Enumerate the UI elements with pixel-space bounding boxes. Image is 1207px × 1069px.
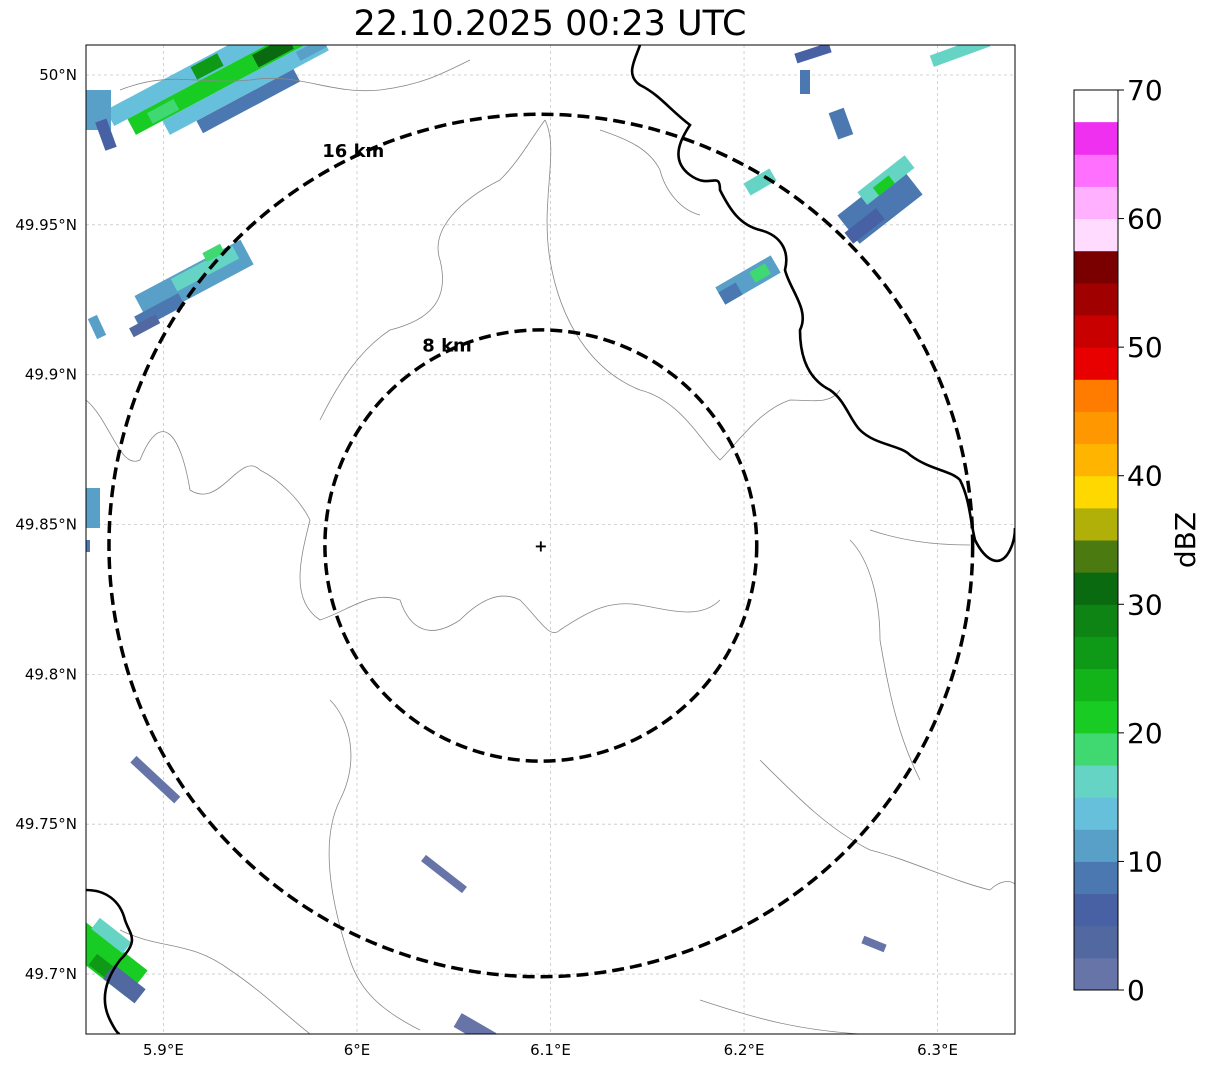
colorbar-segment [1074,315,1118,348]
colorbar-segment [1074,861,1118,895]
colorbar-tick-label: 60 [1127,203,1163,236]
colorbar-segment [1074,572,1118,605]
echo-cluster-east [715,255,781,305]
colorbar-segment [1074,765,1118,798]
radar-echoes [86,45,991,1034]
colorbar-unit-label: dBZ [1169,512,1202,568]
colorbar-tick-label: 10 [1127,845,1163,878]
colorbar-tick-label: 40 [1127,460,1163,493]
radar-center-marker: + [534,536,547,555]
echo-cluster-northeast [837,155,923,244]
lat-tick-label: 49.75°N [15,815,77,833]
colorbar-segment [1074,732,1118,766]
range-ring-label: 16 km [322,141,384,162]
colorbar-segment [1074,829,1118,862]
dbz-colorbar: 0 10 20 30 40 50 60 70 dBZ [1073,74,1202,1007]
echo-cluster-southwest [86,917,148,1004]
lon-tick-label: 6.1°E [530,1041,571,1059]
colorbar-tick-label: 30 [1127,588,1163,621]
colorbar-tick-label: 20 [1127,717,1163,750]
map-frame [85,44,1016,1035]
colorbar-segment [1074,154,1118,187]
colorbar-tick-label: 0 [1127,974,1145,1007]
colorbar-segment [1074,925,1118,959]
colorbar-frame [1073,89,1119,991]
echo-cluster-northwest [105,45,353,135]
lat-tick-label: 49.8°N [25,665,77,683]
range-rings: 8 km 16 km + [107,112,975,979]
lon-tick-label: 6.3°E [917,1041,958,1059]
graticule [86,45,1015,1034]
colorbar-segment [1074,347,1118,380]
range-ring-8km [323,328,759,763]
colorbar-tick-label: 70 [1127,74,1163,107]
colorbar-segment [1074,700,1118,734]
lat-tick-label: 49.85°N [15,516,77,534]
range-ring-16km [107,112,975,979]
colorbar-segment [1074,893,1118,927]
lat-tick-label: 49.9°N [25,366,77,384]
colorbar-segment [1074,507,1118,541]
colorbar-segment [1074,218,1118,252]
colorbar-segment [1074,282,1118,316]
lon-tick-label: 6°E [344,1041,371,1059]
colorbar-segment [1074,636,1118,670]
map-title: 22.10.2025 00:23 UTC [353,4,747,44]
lat-tick-label: 49.95°N [15,216,77,234]
colorbar-tick-label: 50 [1127,331,1163,364]
colorbar-segment [1074,475,1118,509]
range-ring-label: 8 km [422,335,472,356]
colorbar-segment [1074,379,1118,412]
colorbar-segment [1074,250,1118,284]
colorbar-segment [1074,668,1118,702]
colorbar-segment [1074,604,1118,637]
colorbar-segment [1074,797,1118,830]
colorbar-segment [1074,957,1118,991]
colorbar-segment [1074,411,1118,445]
lat-tick-label: 50°N [39,66,77,84]
colorbar-segment [1074,122,1118,155]
colorbar-segment [1074,186,1118,220]
echo-cluster-west [129,239,254,338]
map-axes: 50°N 49.95°N 49.9°N 49.85°N 49.8°N 49.75°N 49.… [15,66,958,1059]
coastlines-borders [86,45,1015,1034]
colorbar-segment [1074,540,1118,573]
lon-tick-label: 6.2°E [724,1041,765,1059]
lon-tick-label: 5.9°E [143,1041,184,1059]
colorbar-segment [1074,443,1118,477]
lat-tick-label: 49.7°N [25,965,77,983]
